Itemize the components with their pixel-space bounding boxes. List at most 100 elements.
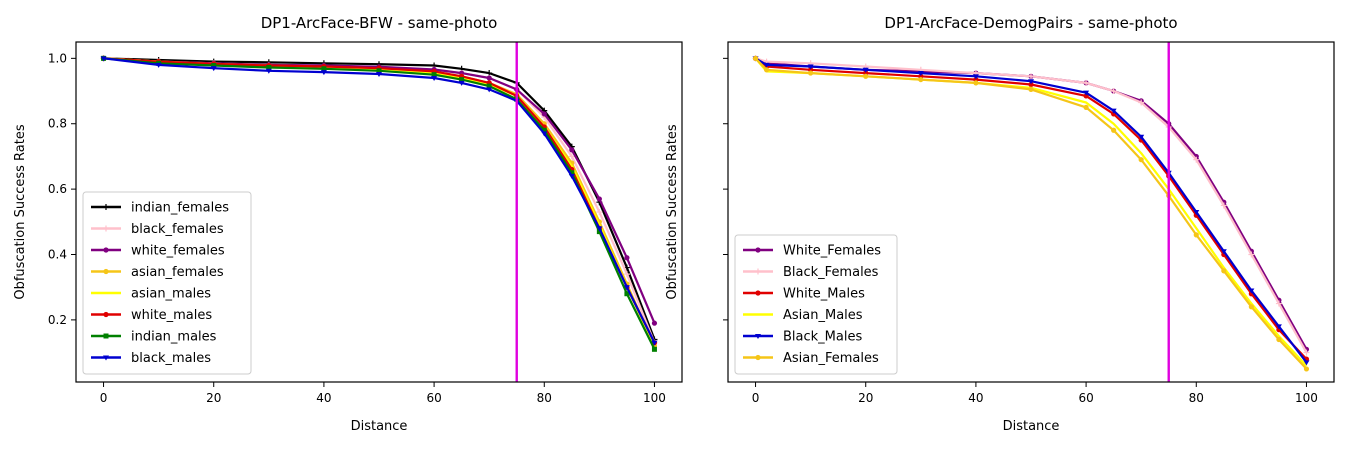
legend-box [82,191,252,375]
data-point-black_males [265,68,272,74]
y-tick-label: 0.2 [48,313,67,327]
x-tick-label: 0 [752,391,760,405]
legend-swatch-marker [103,247,109,253]
legend-label: black_males [131,351,211,366]
data-point-Black_Females [1275,300,1282,307]
data-point-Asian_Females [808,70,814,76]
data-point-Asian_Females [1028,86,1034,93]
data-point-White_Males [1028,81,1034,88]
data-point-indian_males [266,65,272,70]
data-point-black_females [596,209,603,215]
chart-bfw: DP1-ArcFace-BFW - same-photo 0 20 40 60 80 100… [13,14,683,434]
data-point-Black_Females [1220,202,1227,209]
legend-swatch-marker [755,334,761,339]
data-point-Black_Males [1028,79,1034,85]
x-tick-label: 80 [1189,391,1204,405]
legend-label: White_Females [783,244,881,259]
data-point-white_females [596,196,602,202]
legend-label: Black_Females [783,265,879,280]
data-point-Black_Males [763,62,770,68]
legend: White_Females Black_Females White_Males Asi… [734,234,898,375]
data-point-indian_males [624,291,630,297]
y-tick-label: 0.8 [48,117,67,131]
legend-swatch-marker [755,247,761,253]
axes-frame [75,41,683,383]
chart-title: DP1-ArcFace-DemogPairs - same-photo [884,14,1177,32]
data-point-Asian_Females [918,76,924,83]
data-point-Black_Males [1193,210,1200,215]
data-point-black_males [596,226,603,232]
data-point-Asian_Females [1111,127,1117,133]
data-point-Black_Females [1083,79,1090,86]
legend-swatch-indian_females [91,204,121,210]
legend-swatch-marker [755,268,761,275]
data-point-Black_Females [1028,73,1034,80]
data-point-black_males [431,75,438,81]
y-axis-label: Obfuscation Success Rates [665,124,680,299]
data-point-black_males [541,131,548,137]
plot-area [100,55,658,352]
legend-swatch-white_males [91,311,121,318]
legend-box [734,234,898,375]
y-tick-label: 1.0 [48,51,67,65]
data-point-Asian_Females [1193,232,1199,238]
legend-label: Black_Males [783,330,862,345]
data-point-black_males [623,285,630,291]
data-point-white_females [486,75,492,81]
legend-label: indian_males [131,330,217,345]
data-point-Asian_Females [863,73,869,79]
legend-label: white_males [131,308,212,323]
legend-swatch-Black_Females [743,268,773,275]
data-point-black_females [623,271,630,278]
x-tick-label: 20 [206,391,221,405]
data-point-Asian_Females [1303,366,1310,372]
data-point-indian_males [211,63,217,69]
legend-swatch-Asian_Females [743,354,773,361]
x-tick-label: 80 [537,391,552,405]
data-point-black_males [568,174,575,180]
data-point-black_males [376,72,382,78]
data-point-Black_Females [1303,349,1310,356]
legend-swatch-indian_males [91,333,121,339]
data-point-indian_males [321,66,327,72]
data-point-Asian_Females [1138,157,1144,163]
x-tick-label: 100 [643,391,666,405]
legend-swatch-marker [103,311,109,318]
chart-title: DP1-ArcFace-BFW - same-photo [261,14,498,32]
legend-swatch-marker [755,354,761,361]
legend-swatch-black_females [91,225,121,232]
data-point-black_males [320,70,327,76]
legend-swatch-marker [103,355,109,361]
chart-demogpairs: DP1-ArcFace-DemogPairs - same-photo 0 20 40… [665,14,1335,434]
data-point-Black_Males [807,64,814,70]
data-point-indian_males [376,68,382,74]
data-point-black_males [651,340,658,346]
axes-frame [727,41,1335,383]
data-point-Black_Males [1248,288,1255,294]
y-axis-label: Obfuscation Success Rates [13,124,28,299]
legend-swatch-marker [103,225,109,232]
data-point-Black_Males [1275,324,1282,330]
legend-label: White_Males [783,287,865,302]
data-point-Asian_Females [1221,268,1227,274]
legend-label: indian_females [131,201,229,216]
legend-swatch-marker [103,204,109,210]
legend-swatch-white_females [91,247,121,253]
data-point-black_males [486,87,493,93]
data-point-black_males [458,80,465,86]
x-axis-label: Distance [1003,419,1060,434]
legend-swatch-Black_Males [743,334,773,339]
data-point-white_females [651,320,658,326]
data-point-Asian_Females [752,55,759,61]
data-point-Black_Males [1083,90,1090,96]
series-line-Asian_Females [754,57,1308,370]
data-point-Asian_Females [763,67,770,73]
legend-swatch-White_Females [743,247,773,253]
series-line-White_Males [754,57,1308,360]
data-point-Asian_Females [1083,104,1089,110]
data-point-black_males [155,62,162,68]
series-line-Black_Males [754,57,1308,364]
legend-swatch-marker [103,333,109,339]
legend-label: Asian_Males [783,308,863,323]
legend: indian_females black_females white_females… [82,191,252,375]
